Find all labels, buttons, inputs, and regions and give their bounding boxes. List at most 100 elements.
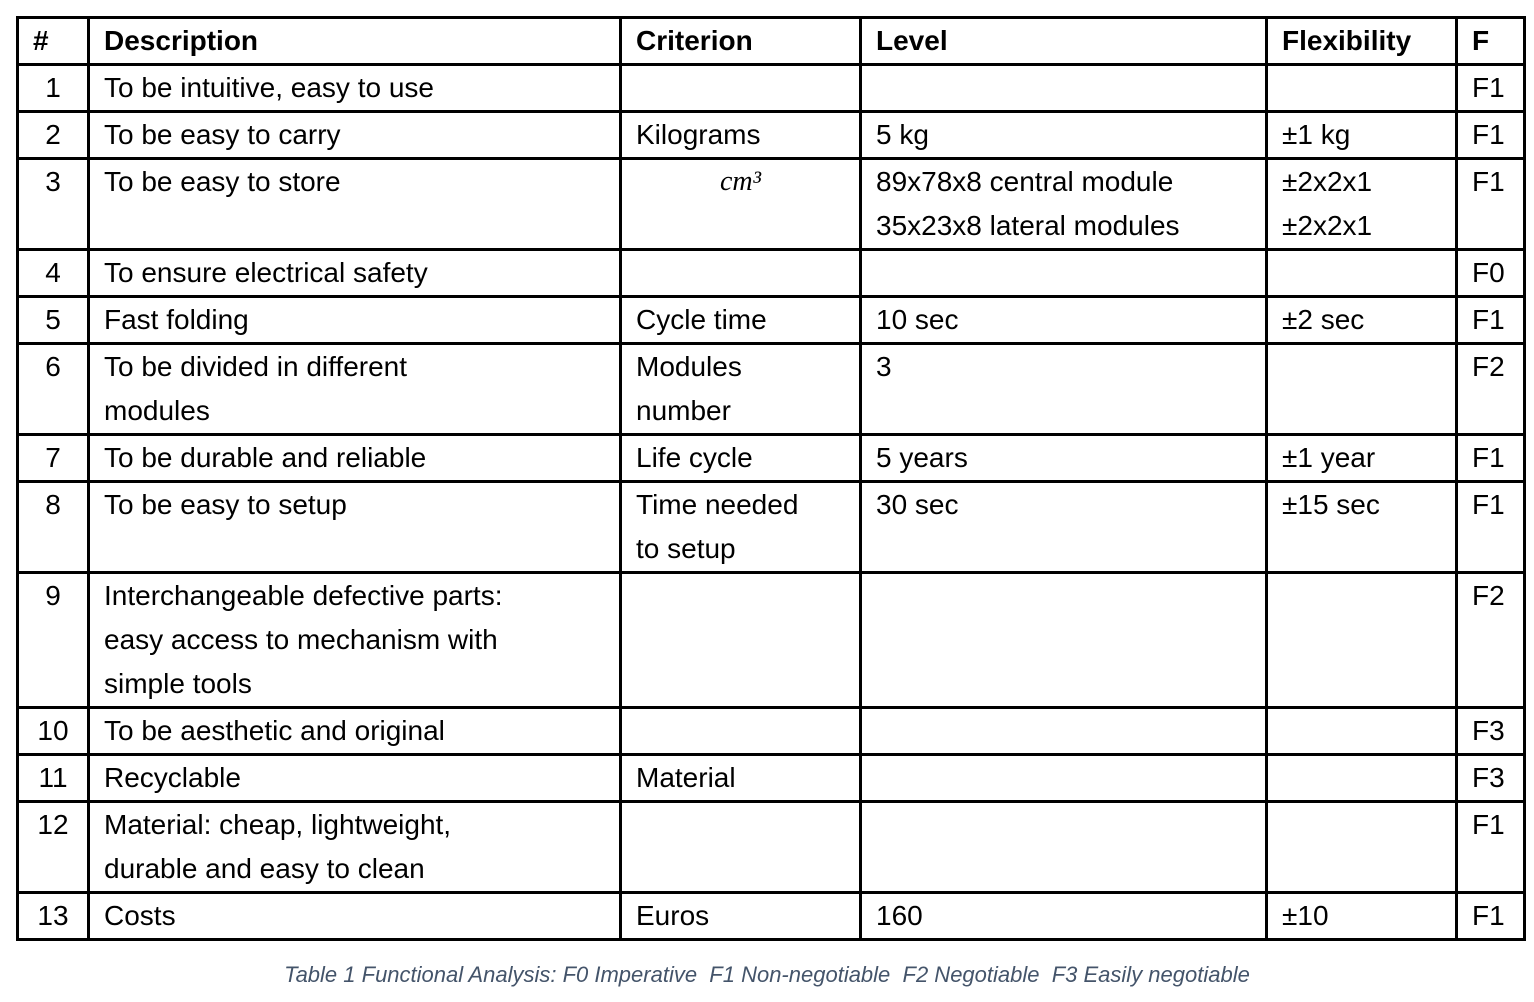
cell-text: Kilograms bbox=[636, 119, 761, 150]
table-cell: 7 bbox=[16, 433, 90, 483]
cell-text: F2 bbox=[1472, 351, 1505, 382]
cell-text: To be easy to setup bbox=[104, 489, 347, 520]
table-cell: To be intuitive, easy to use bbox=[87, 63, 622, 113]
table-cell: F1 bbox=[1455, 295, 1526, 345]
cell-text: 160 bbox=[876, 900, 923, 931]
table-cell: 6 bbox=[16, 342, 90, 436]
cell-text: Life cycle bbox=[636, 442, 753, 473]
table-cell bbox=[1265, 342, 1458, 436]
table-cell: 160 bbox=[859, 891, 1268, 941]
table-cell: ±2 sec bbox=[1265, 295, 1458, 345]
cell-line: durable and easy to clean bbox=[104, 853, 425, 884]
table-cell: Cycle time bbox=[619, 295, 862, 345]
table-cell: F0 bbox=[1455, 248, 1526, 298]
table-cell: 12 bbox=[16, 800, 90, 894]
cell-line: modules bbox=[104, 395, 210, 426]
cell-text: ±2 sec bbox=[1282, 304, 1365, 335]
cell-line: easy access to mechanism with bbox=[104, 624, 498, 655]
table-cell: Material: cheap, lightweight, durable and… bbox=[87, 800, 622, 894]
header-row: # Description Criterion Level Flexibility F bbox=[16, 16, 1526, 66]
table-cell bbox=[1265, 706, 1458, 756]
table-cell: 11 bbox=[16, 753, 90, 803]
table-cell: ±10 bbox=[1265, 891, 1458, 941]
cell-text: To ensure electrical safety bbox=[104, 257, 428, 288]
cell-line: 89x78x8 central module bbox=[876, 166, 1174, 197]
table-cell: F1 bbox=[1455, 891, 1526, 941]
cell-text: 3 bbox=[876, 351, 892, 382]
table-cell: 2 bbox=[16, 110, 90, 160]
table-cell: 10 sec bbox=[859, 295, 1268, 345]
cell-text: To be aesthetic and original bbox=[104, 715, 445, 746]
table-cell: To be divided in different modules bbox=[87, 342, 622, 436]
table-row: 12 Material: cheap, lightweight, durable a… bbox=[16, 800, 1526, 894]
table-cell: cm³ bbox=[619, 157, 862, 251]
cell-text: 3 bbox=[45, 166, 61, 197]
table-cell: To be durable and reliable bbox=[87, 433, 622, 483]
table-cell bbox=[619, 571, 862, 709]
cell-text: F3 bbox=[1472, 715, 1505, 746]
caption: Table 1 Functional Analysis: F0 Imperati… bbox=[284, 962, 1250, 987]
cell-text: F0 bbox=[1472, 257, 1505, 288]
cell-text: Fast folding bbox=[104, 304, 249, 335]
cell-text: 7 bbox=[45, 442, 61, 473]
table-cell: 10 bbox=[16, 706, 90, 756]
table-cell: 5 years bbox=[859, 433, 1268, 483]
table-cell: F3 bbox=[1455, 753, 1526, 803]
table-cell: To be easy to setup bbox=[87, 480, 622, 574]
table-cell: F2 bbox=[1455, 342, 1526, 436]
cell-text: 8 bbox=[45, 489, 61, 520]
table-row: 8 To be easy to setup Time needed to setup 3… bbox=[16, 480, 1526, 574]
table-cell: 5 bbox=[16, 295, 90, 345]
header-cell: Description bbox=[87, 16, 622, 66]
table-row: 2 To be easy to carry Kilograms 5 kg ±1 kg F1 bbox=[16, 110, 1526, 160]
table-cell: Interchangeable defective parts: easy acc… bbox=[87, 571, 622, 709]
table-cell: Life cycle bbox=[619, 433, 862, 483]
table-cell: Euros bbox=[619, 891, 862, 941]
table-cell: F1 bbox=[1455, 110, 1526, 160]
cell-text: 4 bbox=[45, 257, 61, 288]
table-cell bbox=[1265, 753, 1458, 803]
table-cell: 3 bbox=[16, 157, 90, 251]
functional-table: # Description Criterion Level Flexibility F 1… bbox=[16, 16, 1526, 941]
table-cell bbox=[859, 800, 1268, 894]
cell-text: ±10 bbox=[1282, 900, 1329, 931]
cell-text: To be intuitive, easy to use bbox=[104, 72, 434, 103]
table-cell: To be easy to store bbox=[87, 157, 622, 251]
table-cell: Fast folding bbox=[87, 295, 622, 345]
cell-text: F1 bbox=[1472, 304, 1505, 335]
table-cell: F1 bbox=[1455, 800, 1526, 894]
table-row: 7 To be durable and reliable Life cycle 5 y… bbox=[16, 433, 1526, 483]
table-cell: 30 sec bbox=[859, 480, 1268, 574]
table-cell: ±1 year bbox=[1265, 433, 1458, 483]
header-cell: Criterion bbox=[619, 16, 862, 66]
cell-line: Material: cheap, lightweight, bbox=[104, 809, 452, 840]
cell-text: 12 bbox=[37, 809, 69, 840]
cell-text: 6 bbox=[45, 351, 61, 382]
cell-text: cm³ bbox=[719, 166, 762, 197]
header-cell: F bbox=[1455, 16, 1526, 66]
table-cell: F2 bbox=[1455, 571, 1526, 709]
cell-text: 30 sec bbox=[876, 489, 959, 520]
cell-text: 2 bbox=[45, 119, 61, 150]
table-cell: ±15 sec bbox=[1265, 480, 1458, 574]
cell-text: F1 bbox=[1472, 119, 1505, 150]
cell-line: ±2x2x1 bbox=[1282, 166, 1373, 197]
table-cell bbox=[1265, 571, 1458, 709]
table-cell: To ensure electrical safety bbox=[87, 248, 622, 298]
cell-text: 10 bbox=[37, 715, 69, 746]
table-row: 11 Recyclable Material F3 bbox=[16, 753, 1526, 803]
table-cell: F3 bbox=[1455, 706, 1526, 756]
cell-line: to setup bbox=[636, 533, 736, 564]
table-cell: 3 bbox=[859, 342, 1268, 436]
table-cell bbox=[859, 706, 1268, 756]
table-cell bbox=[619, 800, 862, 894]
cell-text: F1 bbox=[1472, 489, 1505, 520]
cell-text: F1 bbox=[1472, 442, 1505, 473]
header-cell: Flexibility bbox=[1265, 16, 1458, 66]
cell-line: Time needed bbox=[636, 489, 799, 520]
cell-line: Interchangeable defective parts: bbox=[104, 580, 503, 611]
header-cell: # bbox=[16, 16, 90, 66]
cell-line: 35x23x8 lateral modules bbox=[876, 210, 1180, 241]
table-row: 3 To be easy to store cm³ 89x78x8 central m… bbox=[16, 157, 1526, 251]
table-row: 1 To be intuitive, easy to use F1 bbox=[16, 63, 1526, 113]
